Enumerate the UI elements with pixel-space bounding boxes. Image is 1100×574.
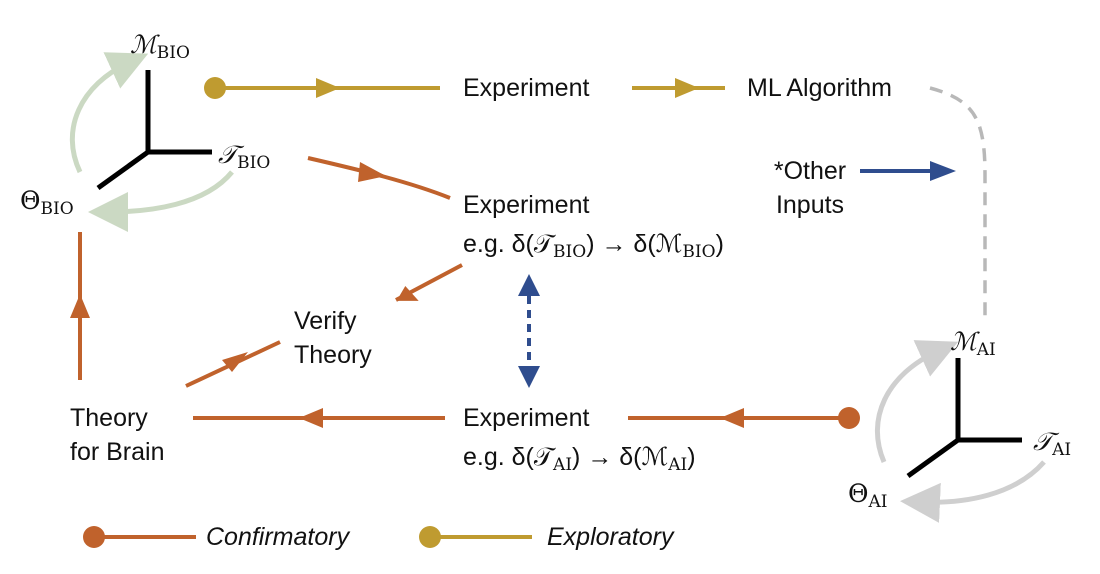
t-ai-label: 𝒯AI — [1033, 427, 1072, 460]
legend-exploratory-mark — [419, 526, 532, 548]
confirmatory-tbio-to-experiment — [307, 156, 451, 200]
legend-confirmatory-mark — [83, 526, 196, 548]
exploratory-path — [204, 77, 725, 99]
ml-to-ai-dashed — [929, 86, 987, 318]
other-inputs-arrow — [860, 161, 956, 181]
other-inputs-line1: *Other — [773, 157, 847, 185]
confirmatory-verify-to-theory — [185, 340, 281, 388]
theory-for-brain-label: Theory for Brain — [70, 401, 164, 469]
theta-ai-label: ΘAI — [848, 479, 888, 512]
ai-loop-arrow-left — [900, 460, 1046, 523]
confirmatory-bottom-path — [193, 407, 860, 429]
legend-confirmatory-label: Confirmatory — [206, 523, 350, 551]
experiment-bio-label: Experiment — [463, 191, 590, 219]
theory-line2: for Brain — [70, 438, 165, 466]
m-bio-label: ℳBIO — [130, 30, 190, 63]
bidirectional-dashed-arrow — [518, 274, 540, 388]
bio-loop-arrow-left — [88, 170, 234, 232]
verify-theory-label: Verify Theory — [294, 304, 372, 372]
ml-algorithm-label: ML Algorithm — [747, 74, 892, 102]
verify-line2: Theory — [294, 341, 372, 369]
ai-loop-arrow-up — [874, 340, 959, 463]
m-ai-label: ℳAI — [950, 327, 996, 360]
experiment-bio-example: e.g. δ(𝒯BIO) → δ(ℳBIO) — [463, 230, 724, 262]
experiment-ai-example: e.g. δ(𝒯AI) → δ(ℳAI) — [463, 443, 696, 475]
experiment-ai-label: Experiment — [463, 404, 590, 432]
theta-bio-label: ΘBIO — [20, 186, 74, 219]
ai-axes — [906, 358, 1022, 479]
other-inputs-line2: Inputs — [775, 191, 845, 219]
verify-line1: Verify — [294, 307, 357, 335]
bio-axes — [96, 70, 212, 191]
confirmatory-theory-to-thetabio — [70, 232, 90, 380]
t-bio-label: 𝒯BIO — [218, 140, 271, 173]
experiment-top-label: Experiment — [463, 74, 590, 102]
theory-line1: Theory — [70, 404, 148, 432]
other-inputs-label: *Other Inputs — [758, 154, 862, 222]
bio-loop-arrow-up — [69, 52, 149, 174]
confirmatory-experiment-to-verify — [395, 263, 463, 302]
legend-exploratory-label: Exploratory — [547, 523, 674, 551]
